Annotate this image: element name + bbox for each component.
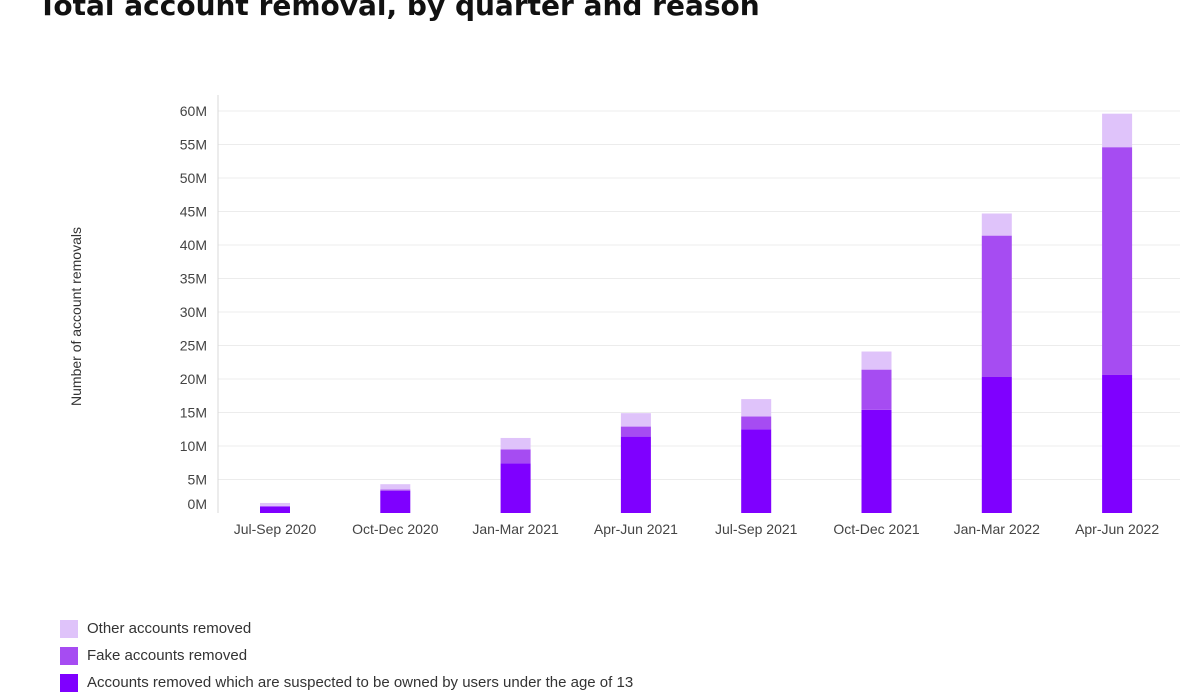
y-tick-label: 15M (180, 405, 207, 421)
y-tick-label: 10M (180, 438, 207, 454)
x-tick-label: Oct-Dec 2020 (352, 521, 439, 537)
legend-item-other[interactable]: Other accounts removed (60, 615, 633, 642)
bar-segment (500, 463, 531, 513)
y-tick-label: 55M (180, 137, 207, 153)
y-tick-label: 5M (188, 472, 207, 488)
bar-segment (260, 506, 290, 513)
bar-segment (741, 416, 772, 430)
bar-segment (380, 490, 411, 513)
y-tick-label: 50M (180, 170, 207, 186)
legend-item-under-13[interactable]: Accounts removed which are suspected to … (60, 669, 633, 696)
chart-title: Total account removal, by quarter and re… (38, 0, 760, 22)
x-tick-label: Jul-Sep 2021 (715, 521, 798, 537)
x-tick-label: Jan-Mar 2022 (954, 521, 1041, 537)
y-tick-label: 40M (180, 237, 207, 253)
x-tick-label: Jul-Sep 2020 (234, 521, 317, 537)
y-tick-label: 0M (188, 496, 207, 512)
legend-swatch-fake (60, 646, 78, 665)
y-tick-label: 35M (180, 271, 207, 287)
bar-segment (500, 449, 531, 464)
y-axis-title: Number of account removals (68, 227, 84, 406)
y-tick-label: 30M (180, 304, 207, 320)
x-tick-label: Apr-Jun 2022 (1075, 521, 1159, 537)
legend-label-other: Other accounts removed (87, 620, 252, 637)
bar-segment (380, 484, 411, 490)
bar-segment (1102, 374, 1133, 513)
bar-segment (981, 235, 1012, 377)
bar-segment (861, 409, 892, 513)
bar-segment (500, 437, 531, 450)
legend: Other accounts removed Fake accounts rem… (60, 615, 633, 696)
legend-label-fake: Fake accounts removed (87, 647, 248, 664)
y-tick-label: 25M (180, 338, 207, 354)
legend-swatch-under-13 (60, 673, 78, 692)
bar-segment (260, 502, 290, 507)
bar-segment (1102, 147, 1133, 375)
bar-segment (380, 489, 411, 491)
bar-segment (741, 429, 772, 513)
bar-segment (1102, 113, 1133, 148)
y-tick-label: 45M (180, 204, 207, 220)
bar-chart: 0M 5M 10M 15M 20M 25M 30M 35M 40M 45M 50M 55M 60M Num… (68, 95, 1180, 537)
legend-label-under-13: Accounts removed which are suspected to … (87, 674, 634, 691)
bar-segment (620, 436, 651, 513)
x-tick-label: Jan-Mar 2021 (472, 521, 559, 537)
bar-segment (620, 426, 651, 437)
x-tick-label: Apr-Jun 2021 (594, 521, 678, 537)
bar-segment (861, 369, 892, 410)
x-tick-label: Oct-Dec 2021 (833, 521, 920, 537)
bar-segment (861, 351, 892, 370)
legend-item-fake[interactable]: Fake accounts removed (60, 642, 633, 669)
y-tick-label: 60M (180, 103, 207, 119)
legend-swatch-other (60, 619, 78, 638)
bar-segment (981, 213, 1012, 236)
bar-segment (741, 399, 772, 417)
bar-segment (620, 413, 651, 427)
bar-segment (981, 376, 1012, 513)
y-tick-label: 20M (180, 371, 207, 387)
